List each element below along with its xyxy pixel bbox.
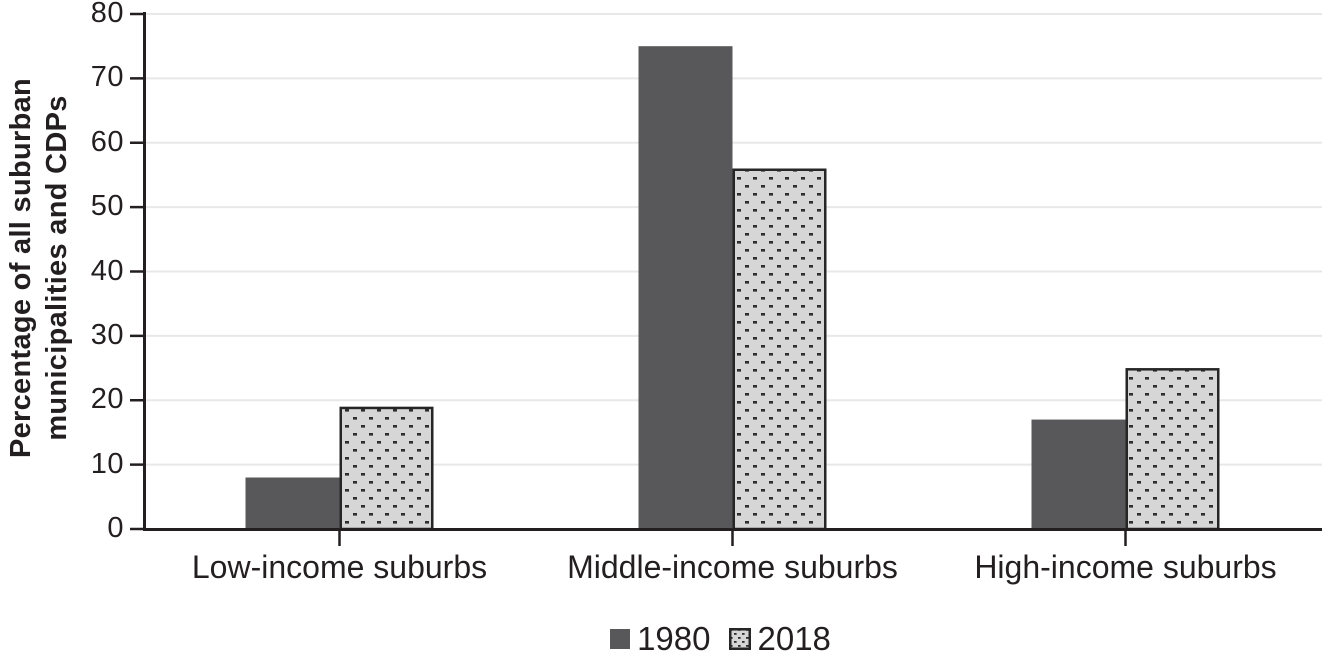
y-tick-label: 80 bbox=[90, 0, 124, 29]
y-tick-label: 30 bbox=[90, 318, 124, 351]
y-tick-label: 40 bbox=[90, 254, 124, 287]
bar-1980-category-1 bbox=[638, 46, 733, 529]
y-tick-label: 50 bbox=[90, 190, 124, 223]
axes bbox=[130, 12, 1322, 546]
legend-label-2018: 2018 bbox=[757, 620, 831, 653]
bar-1980-category-0 bbox=[245, 477, 340, 529]
bar-2018-category-1 bbox=[732, 168, 827, 531]
chart-legend: 1980 2018 bbox=[143, 620, 1298, 653]
x-axis-category-label-low-income: Low-income suburbs bbox=[191, 549, 488, 585]
y-tick-label: 0 bbox=[107, 512, 124, 544]
y-tick-label: 20 bbox=[90, 383, 124, 416]
y-axis-title: Percentage of all suburban municipalitie… bbox=[3, 0, 75, 568]
y-axis-title-line-2: municipalities and CDPs bbox=[41, 95, 73, 441]
legend-label-1980: 1980 bbox=[637, 620, 711, 653]
bar-2018-category-0 bbox=[339, 406, 434, 531]
y-axis-title-line-1: Percentage of all suburban bbox=[5, 77, 37, 459]
x-axis-category-label-high-income: High-income suburbs bbox=[974, 549, 1277, 585]
y-tick-label: 70 bbox=[90, 61, 124, 94]
legend-item-1980: 1980 bbox=[610, 620, 711, 653]
x-axis-category-label-middle-income: Middle-income suburbs bbox=[567, 549, 898, 585]
legend-item-2018: 2018 bbox=[728, 620, 831, 653]
bar-2018-category-2 bbox=[1125, 368, 1220, 531]
y-tick-label: 60 bbox=[90, 125, 124, 158]
bar-1980-category-2 bbox=[1031, 419, 1126, 529]
y-tick-label: 10 bbox=[90, 447, 124, 480]
legend-swatch-2018-icon bbox=[728, 628, 751, 650]
legend-swatch-1980-icon bbox=[610, 629, 631, 649]
bars bbox=[245, 46, 1220, 531]
